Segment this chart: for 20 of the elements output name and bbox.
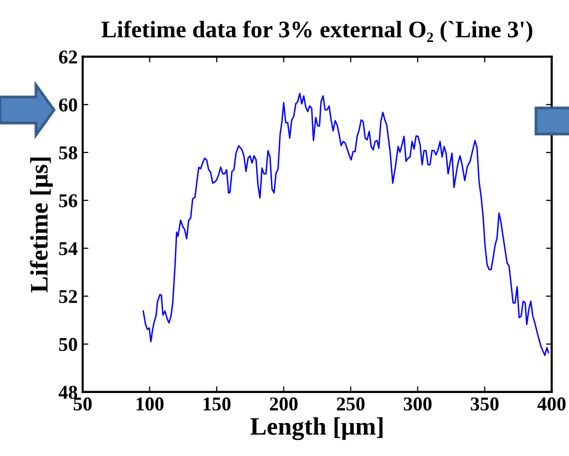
x-tick-label: 350 xyxy=(470,397,499,411)
line-series xyxy=(142,92,550,356)
x-tick-label: 50 xyxy=(74,397,92,411)
y-tick-label: 48 xyxy=(58,386,78,399)
y-tick-label: 54 xyxy=(59,242,78,256)
x-tick-label: 100 xyxy=(136,397,164,411)
y-tick-label: 52 xyxy=(59,290,77,304)
y-axis-title: Lifetime [μs] xyxy=(30,158,53,292)
x-axis-title: Length [μm] xyxy=(250,417,382,440)
y-tick-label: 50 xyxy=(59,338,78,352)
y-tick-label: 56 xyxy=(59,194,78,208)
x-tick-label: 400 xyxy=(537,397,566,411)
x-tick-label: 300 xyxy=(404,397,432,411)
y-tick-label: 58 xyxy=(59,146,78,160)
y-tick-label: 60 xyxy=(59,98,78,112)
chart-title: Lifetime data for 3% external O₂ (`Line 3') xyxy=(101,20,532,42)
x-tick-label: 150 xyxy=(204,397,231,411)
x-tick-label: 250 xyxy=(336,397,365,411)
y-tick-label: 62 xyxy=(59,50,77,64)
x-tick-label: 200 xyxy=(270,397,298,411)
